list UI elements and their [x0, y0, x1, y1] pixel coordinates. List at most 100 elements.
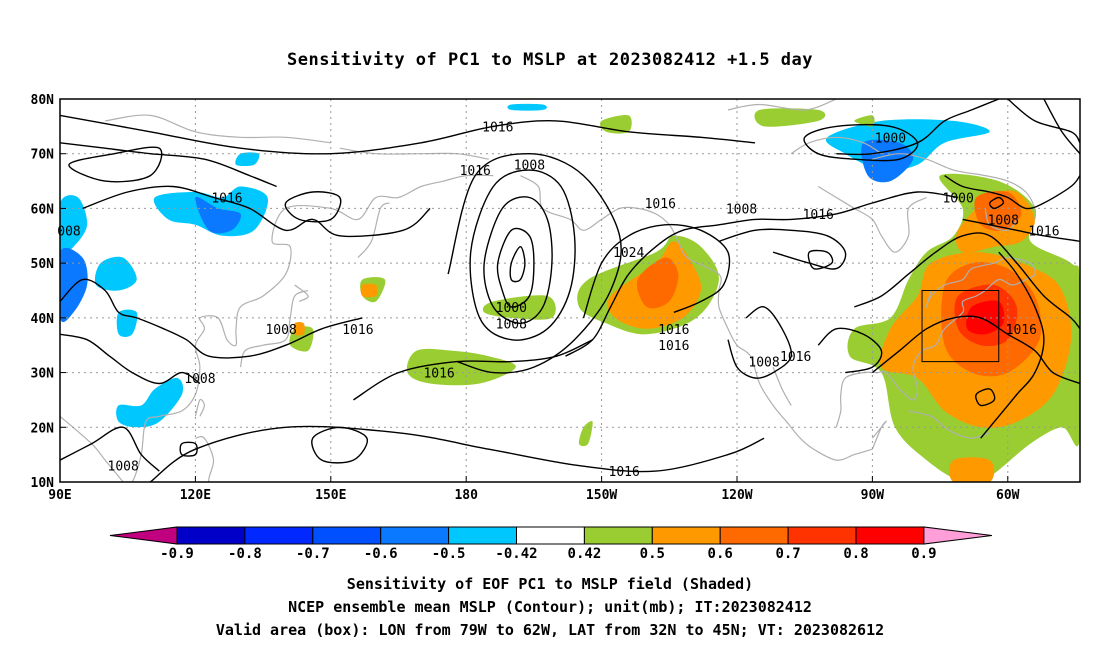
sensitivity-region — [116, 377, 184, 428]
colorbar-segment — [855, 526, 925, 545]
coastline-segment — [60, 415, 124, 482]
mslp-contour — [60, 278, 363, 359]
colorbar-label: 0.42 — [568, 546, 602, 562]
contour-label: 1000 — [496, 301, 527, 316]
sensitivity-region — [854, 115, 875, 127]
colorbar-label: -0.6 — [364, 546, 398, 562]
mslp-contour — [817, 327, 883, 374]
coastline-segment — [123, 174, 494, 482]
sensitivity-region — [293, 321, 305, 336]
coastline-segment — [239, 289, 309, 368]
colorbar-label: 0.7 — [775, 546, 800, 562]
colorbar-segment — [651, 526, 721, 545]
mslp-contour — [483, 196, 553, 325]
mslp-contour — [60, 142, 277, 188]
map-frame — [59, 98, 1081, 483]
colorbar-segment — [176, 526, 246, 545]
contour-label: 1008 — [265, 323, 296, 338]
sensitivity-region — [754, 108, 826, 127]
lon-label: 150W — [586, 488, 617, 503]
mslp-contour — [1007, 99, 1080, 144]
lat-label: 10N — [31, 476, 55, 491]
coastline-segment — [105, 114, 331, 144]
coastline-segment — [817, 185, 927, 253]
mslp-contour — [68, 146, 163, 183]
contour-label: 1016 — [342, 323, 373, 338]
contour-label: 1008 — [514, 159, 545, 174]
colorbar-upper-triangle — [923, 526, 992, 545]
contour-label: 1016 — [211, 191, 242, 206]
colorbar-segment — [312, 526, 382, 545]
mslp-contour — [980, 251, 1045, 439]
coastline-segment — [520, 175, 873, 461]
mslp-contour — [871, 315, 1080, 385]
contour-label: 1016 — [482, 120, 513, 135]
colorbar-label: 0.8 — [843, 546, 868, 562]
sensitivity-region — [235, 152, 260, 167]
sensitivity-region — [940, 379, 983, 419]
map-title: Sensitivity of PC1 to MSLP at 2023082412… — [286, 50, 813, 70]
sensitivity-region — [60, 248, 88, 323]
colorbar-segment — [380, 526, 450, 545]
mslp-contour — [718, 228, 847, 270]
colorbar-label: -0.5 — [432, 546, 466, 562]
mslp-contour — [60, 114, 756, 155]
contour-label: 1008 — [108, 460, 139, 475]
mslp-contour — [82, 185, 431, 238]
colorbar-label: 0.5 — [640, 546, 665, 562]
mslp-contour — [509, 245, 526, 283]
sensitivity-region — [600, 114, 632, 134]
contour-label: 1008 — [496, 317, 527, 332]
sensitivity-region — [94, 256, 137, 291]
colorbar-segment — [448, 526, 518, 545]
colorbar-label: 0.6 — [708, 546, 733, 562]
caption-valid-area: Valid area (box): LON from 79W to 62W, L… — [215, 621, 885, 639]
mslp-contour — [727, 306, 793, 379]
sensitivity-region — [636, 257, 679, 309]
colorbar-lower-triangle — [109, 526, 178, 545]
colorbar-label: -0.8 — [228, 546, 262, 562]
mslp-contour — [60, 426, 160, 472]
lon-label: 90E — [48, 488, 71, 503]
caption-contour: NCEP ensemble mean MSLP (Contour); unit(… — [288, 598, 812, 616]
mslp-contour — [582, 223, 731, 319]
lat-label: 20N — [31, 421, 55, 436]
coastline-segment — [790, 136, 882, 155]
sensitivity-region — [360, 283, 378, 298]
colorbar-segment — [583, 526, 653, 545]
caption-shading: Sensitivity of EOF PC1 to MSLP field (Sh… — [346, 575, 754, 593]
sensitivity-region — [195, 196, 242, 234]
mslp-contour — [836, 99, 1000, 156]
colorbar-segment — [244, 526, 314, 545]
lon-label: 60W — [996, 488, 1020, 503]
contour-label: 1016 — [658, 323, 689, 338]
coastline-segment — [294, 284, 309, 302]
mslp-contour — [1043, 99, 1080, 155]
contour-label: 1000 — [942, 191, 973, 206]
contour-label: 1016 — [645, 197, 676, 212]
sensitivity-shading — [60, 103, 1080, 482]
sensitivity-region — [60, 195, 88, 256]
mslp-contour — [353, 339, 593, 401]
coastline-segment — [908, 410, 990, 439]
mslp-contour — [975, 388, 996, 407]
colorbar-segment — [787, 526, 857, 545]
mslp-contour — [469, 169, 576, 341]
lat-lon-gridlines — [60, 99, 1080, 482]
coastline-segment — [357, 202, 390, 259]
lat-label: 40N — [31, 312, 55, 327]
mslp-contour — [803, 123, 919, 162]
contour-label: 1008 — [184, 372, 215, 387]
lon-label: 120W — [721, 488, 752, 503]
mslp-contour — [565, 191, 959, 357]
contour-label: 1000 — [875, 131, 906, 146]
mslp-contour — [447, 152, 622, 374]
sensitivity-region — [949, 457, 995, 482]
mslp-contour — [149, 425, 765, 482]
colorbar-label: -0.7 — [296, 546, 330, 562]
contour-label: 1008 — [988, 213, 1019, 228]
coastline-segment — [984, 208, 1018, 232]
coastline-segment — [871, 420, 887, 450]
mslp-contour — [60, 333, 201, 385]
